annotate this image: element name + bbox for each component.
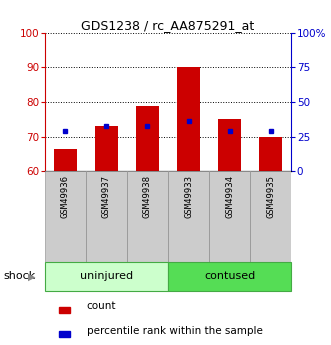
- Bar: [95, 126, 118, 171]
- Text: shock: shock: [3, 272, 35, 282]
- Bar: [60, 307, 70, 313]
- Bar: [45, 262, 168, 291]
- Text: GSM49935: GSM49935: [266, 175, 275, 218]
- Text: GSM49936: GSM49936: [61, 175, 70, 218]
- Bar: [218, 119, 241, 171]
- Title: GDS1238 / rc_AA875291_at: GDS1238 / rc_AA875291_at: [81, 19, 255, 32]
- Bar: [45, 171, 86, 262]
- Bar: [127, 171, 168, 262]
- Text: GSM49933: GSM49933: [184, 175, 193, 218]
- Bar: [54, 149, 76, 171]
- Text: count: count: [87, 302, 116, 312]
- Bar: [86, 171, 127, 262]
- Text: percentile rank within the sample: percentile rank within the sample: [87, 326, 262, 336]
- Text: contused: contused: [204, 272, 255, 282]
- Bar: [177, 67, 200, 171]
- Text: ▶: ▶: [28, 272, 36, 282]
- Bar: [209, 171, 250, 262]
- Text: GSM49938: GSM49938: [143, 175, 152, 218]
- Bar: [168, 262, 291, 291]
- Bar: [60, 332, 70, 337]
- Bar: [168, 171, 209, 262]
- Bar: [260, 137, 282, 171]
- Text: GSM49937: GSM49937: [102, 175, 111, 218]
- Bar: [250, 171, 291, 262]
- Text: uninjured: uninjured: [80, 272, 133, 282]
- Text: GSM49934: GSM49934: [225, 175, 234, 218]
- Bar: [136, 106, 159, 171]
